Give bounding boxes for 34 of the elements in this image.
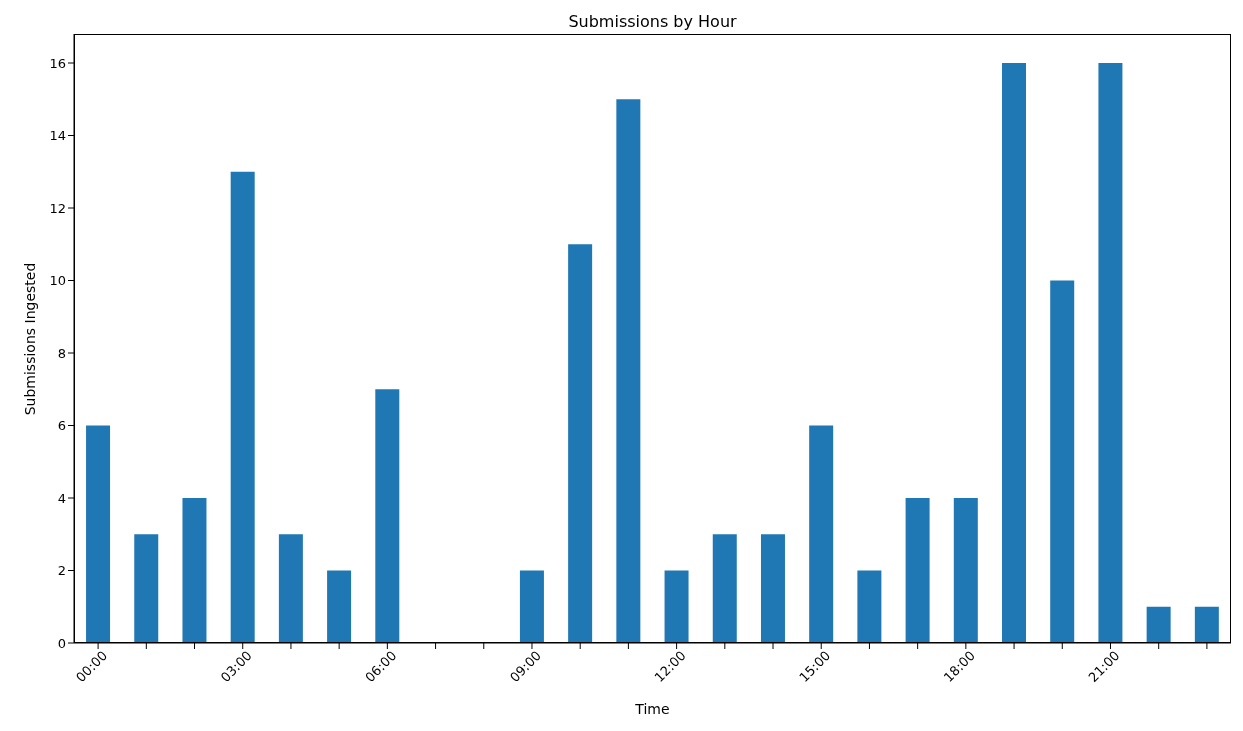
bar [568, 244, 593, 643]
y-tick-label: 16 [49, 55, 66, 71]
bar [953, 498, 978, 643]
y-tick-label: 10 [49, 273, 66, 289]
y-tick-label: 0 [57, 635, 66, 651]
chart-title: Submissions by Hour [567, 12, 738, 31]
y-tick-label: 2 [57, 563, 66, 579]
bar [1098, 63, 1123, 643]
bar [278, 534, 303, 643]
y-tick-label: 4 [57, 490, 66, 506]
bar [375, 389, 400, 643]
bar [1146, 606, 1171, 643]
bar [664, 570, 689, 643]
bar [760, 534, 785, 643]
y-tick-label: 14 [49, 128, 66, 144]
bar [905, 498, 930, 643]
y-tick-label: 12 [49, 200, 66, 216]
bar [182, 498, 207, 643]
bar [1050, 280, 1075, 643]
bar [519, 570, 544, 643]
bar [86, 425, 111, 643]
y-tick-label: 8 [57, 345, 66, 361]
x-axis-title: Time [634, 701, 671, 717]
bar [712, 534, 737, 643]
bar [809, 425, 834, 643]
bar [230, 171, 255, 643]
bar [327, 570, 352, 643]
bar [1002, 63, 1027, 643]
bar [857, 570, 882, 643]
bar [1194, 606, 1219, 643]
y-axis-title: Submissions Ingested [22, 262, 38, 415]
bar [134, 534, 159, 643]
bar [616, 99, 641, 643]
y-tick-label: 6 [57, 418, 66, 434]
